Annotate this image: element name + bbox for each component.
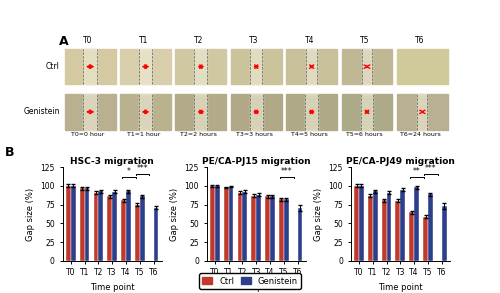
Bar bbox=[64, 94, 116, 130]
Bar bbox=[265, 196, 270, 261]
Bar bbox=[154, 207, 158, 261]
Bar bbox=[194, 94, 207, 130]
X-axis label: Time point: Time point bbox=[378, 283, 422, 292]
Bar bbox=[135, 205, 140, 261]
Text: T4: T4 bbox=[304, 36, 314, 45]
Title: HSC-3 migration: HSC-3 migration bbox=[70, 157, 154, 166]
Bar bbox=[354, 186, 359, 261]
Bar bbox=[194, 49, 207, 84]
Text: Ctrl: Ctrl bbox=[46, 62, 60, 71]
Text: *: * bbox=[127, 168, 130, 176]
Bar bbox=[215, 186, 220, 261]
Bar bbox=[396, 201, 400, 261]
Bar bbox=[306, 49, 317, 84]
Bar bbox=[284, 199, 288, 261]
Bar bbox=[120, 94, 171, 130]
Bar bbox=[410, 212, 414, 261]
Text: Genistein: Genistein bbox=[23, 107, 60, 116]
Text: T3=3 hours: T3=3 hours bbox=[236, 132, 273, 137]
Bar bbox=[359, 186, 364, 261]
Bar bbox=[397, 94, 448, 130]
Bar bbox=[279, 199, 284, 261]
Text: T2=2 hours: T2=2 hours bbox=[180, 132, 217, 137]
Text: ***: *** bbox=[425, 164, 436, 173]
Bar bbox=[108, 196, 112, 261]
Text: T2: T2 bbox=[194, 36, 203, 45]
Bar bbox=[252, 196, 256, 261]
Bar bbox=[362, 49, 372, 84]
Bar bbox=[98, 191, 103, 261]
Text: T5=6 hours: T5=6 hours bbox=[346, 132, 383, 137]
Bar bbox=[71, 186, 76, 261]
Bar bbox=[428, 194, 433, 261]
Bar bbox=[270, 196, 275, 261]
Bar bbox=[120, 49, 171, 84]
Bar bbox=[126, 191, 131, 261]
Text: T4=5 hours: T4=5 hours bbox=[291, 132, 328, 137]
Bar bbox=[94, 193, 98, 261]
Text: A: A bbox=[58, 35, 68, 48]
Bar bbox=[256, 195, 261, 261]
Bar bbox=[83, 49, 98, 84]
Bar bbox=[342, 49, 392, 84]
Bar bbox=[140, 196, 144, 261]
Text: T1=1 hour: T1=1 hour bbox=[126, 132, 160, 137]
Bar bbox=[397, 49, 448, 84]
Y-axis label: Gap size (%): Gap size (%) bbox=[26, 188, 35, 241]
Bar bbox=[306, 94, 318, 130]
Bar bbox=[418, 94, 428, 130]
Text: ***: *** bbox=[136, 164, 148, 173]
Bar bbox=[250, 94, 262, 130]
Bar bbox=[242, 192, 248, 261]
X-axis label: Time point: Time point bbox=[90, 283, 134, 292]
X-axis label: Time point: Time point bbox=[234, 283, 278, 292]
Bar bbox=[112, 192, 117, 261]
Bar bbox=[224, 187, 228, 261]
Bar bbox=[83, 94, 98, 130]
Bar bbox=[386, 193, 392, 261]
Bar bbox=[400, 190, 405, 261]
Title: PE/CA-PJ49 migration: PE/CA-PJ49 migration bbox=[346, 157, 455, 166]
Text: B: B bbox=[5, 146, 15, 159]
Bar bbox=[80, 188, 84, 261]
Bar bbox=[286, 49, 337, 84]
Bar bbox=[228, 187, 234, 261]
Bar bbox=[286, 94, 337, 130]
Text: T1: T1 bbox=[138, 36, 148, 45]
Text: T5: T5 bbox=[360, 36, 370, 45]
Bar bbox=[139, 94, 152, 130]
Bar bbox=[414, 187, 419, 261]
Bar bbox=[231, 49, 281, 84]
Text: ***: *** bbox=[281, 168, 292, 176]
Bar bbox=[64, 49, 116, 84]
Bar bbox=[238, 193, 242, 261]
Text: **: ** bbox=[413, 168, 421, 176]
Bar bbox=[442, 206, 446, 261]
Y-axis label: Gap size (%): Gap size (%) bbox=[170, 188, 179, 241]
Bar bbox=[84, 188, 89, 261]
Title: PE/CA-PJ15 migration: PE/CA-PJ15 migration bbox=[202, 157, 310, 166]
Bar bbox=[210, 186, 215, 261]
Bar bbox=[361, 94, 373, 130]
Bar bbox=[231, 94, 281, 130]
Bar bbox=[121, 200, 126, 261]
Text: T0=0 hour: T0=0 hour bbox=[72, 132, 104, 137]
Bar bbox=[176, 49, 226, 84]
Bar bbox=[382, 200, 386, 261]
Bar bbox=[139, 49, 152, 84]
Text: T0: T0 bbox=[83, 36, 92, 45]
Bar bbox=[372, 191, 378, 261]
Bar bbox=[298, 208, 302, 261]
Bar bbox=[342, 94, 392, 130]
Legend: Ctrl, Genistein: Ctrl, Genistein bbox=[199, 273, 301, 289]
Bar bbox=[66, 186, 71, 261]
Y-axis label: Gap size (%): Gap size (%) bbox=[314, 188, 323, 241]
Bar bbox=[423, 217, 428, 261]
Text: T3: T3 bbox=[250, 36, 259, 45]
Bar bbox=[368, 196, 372, 261]
Text: T6=24 hours: T6=24 hours bbox=[400, 132, 440, 137]
Text: T6: T6 bbox=[416, 36, 425, 45]
Bar bbox=[250, 49, 262, 84]
Bar bbox=[176, 94, 226, 130]
